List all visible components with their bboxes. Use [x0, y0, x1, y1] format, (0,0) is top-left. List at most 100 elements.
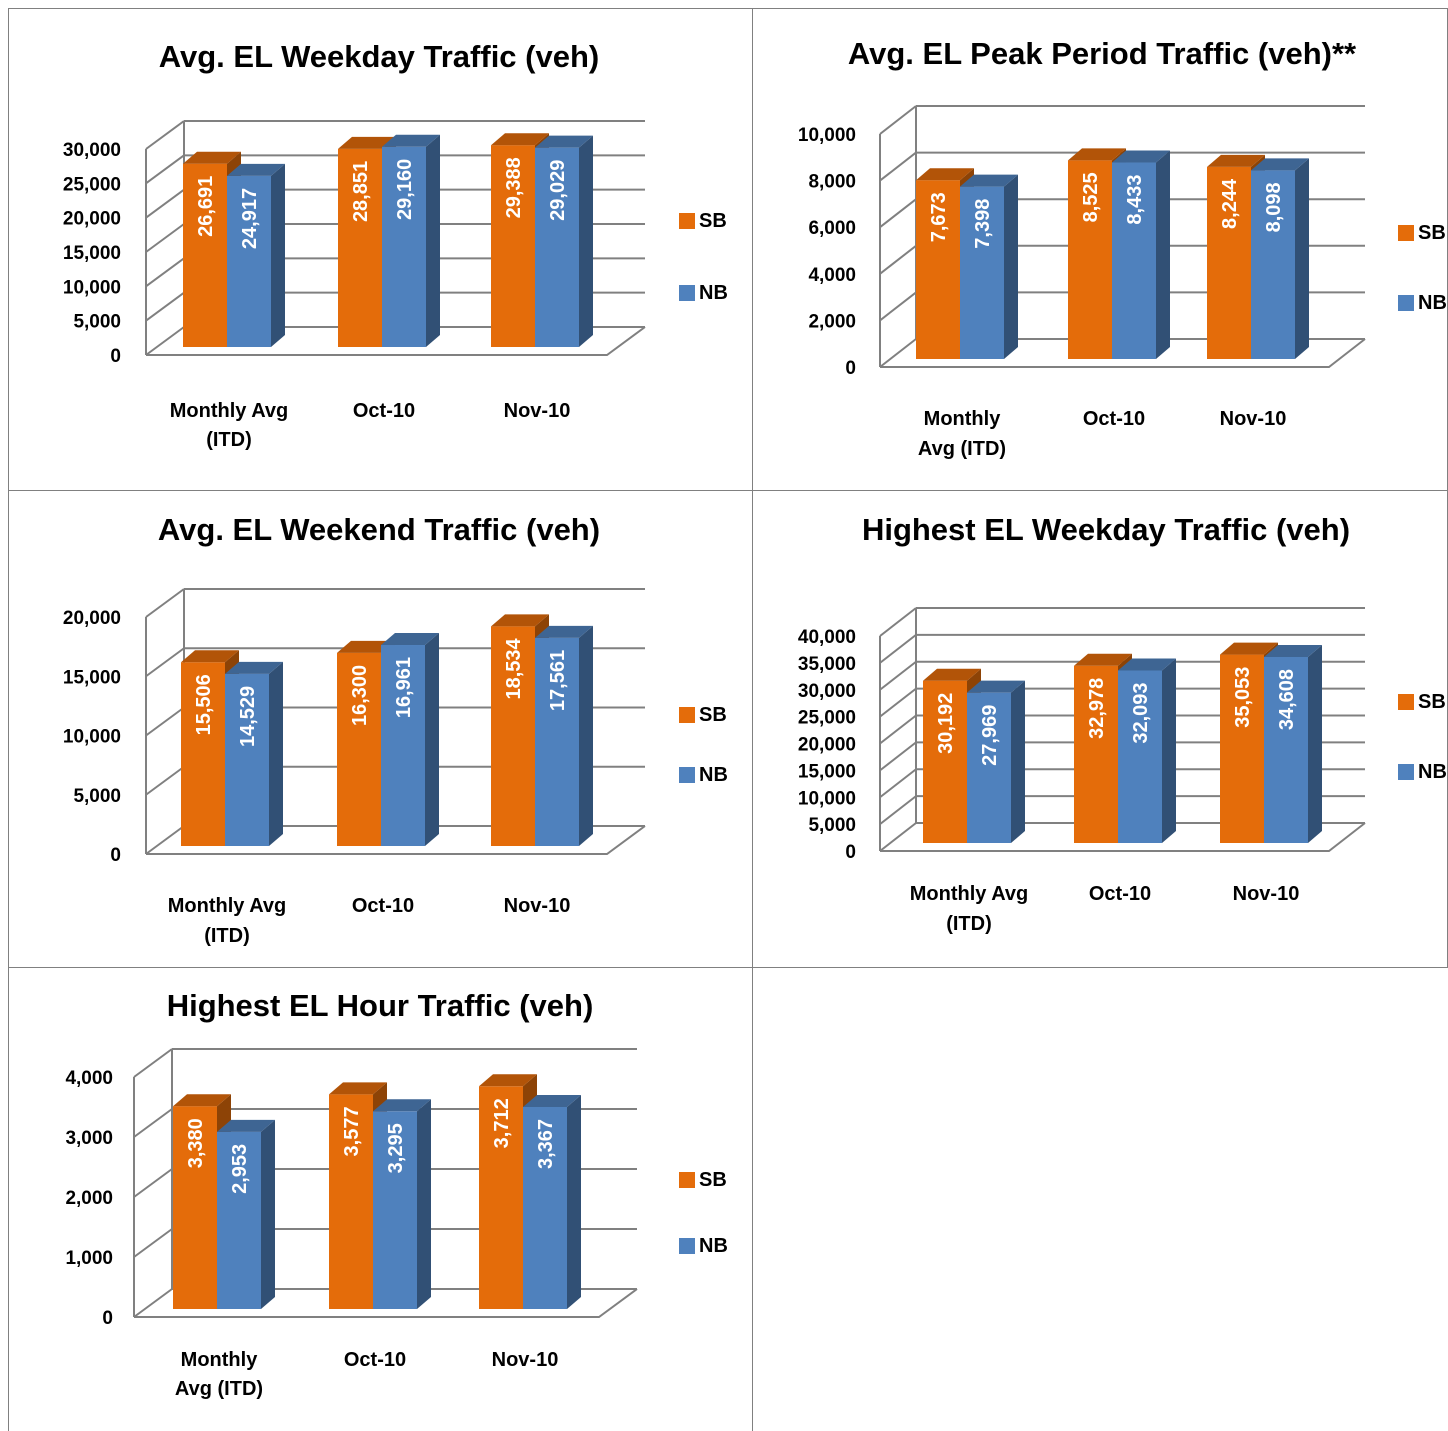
data-label: 8,244	[1219, 178, 1241, 229]
chart-panel-highest-weekday: Highest EL Weekday Traffic (veh) 0 5,000 10…	[752, 490, 1448, 968]
bar-top-nb	[225, 661, 283, 674]
bar-nb	[960, 186, 1004, 359]
gridline-diagonal	[879, 687, 917, 718]
data-label: 8,433	[1124, 175, 1146, 225]
bar-top-nb	[960, 174, 1018, 187]
x-tick-label: Monthly Avg	[170, 400, 289, 422]
gridline-diagonal	[145, 765, 185, 796]
legend-swatch-sb	[1398, 694, 1414, 710]
data-label: 32,978	[1086, 678, 1108, 739]
legend-label-nb: NB	[699, 1235, 728, 1257]
gridline-diagonal	[879, 198, 917, 228]
x-tick-label: Nov-10	[504, 895, 571, 917]
bar-nb	[382, 146, 426, 347]
bar-top-sb	[1220, 642, 1278, 655]
bar-top-sb	[491, 133, 549, 146]
chart-avg-weekend: Avg. EL Weekend Traffic (veh) 0 5,000 10,00…	[63, 512, 728, 947]
bar-top-nb	[381, 633, 439, 646]
gridline-diagonal	[133, 1108, 173, 1138]
data-label: 3,712	[491, 1098, 513, 1148]
bar-sb	[916, 180, 960, 359]
gridline-diagonal	[879, 714, 917, 745]
legend-swatch-nb	[679, 767, 695, 783]
x-tick-label: Avg (ITD)	[918, 438, 1006, 460]
legend-label-sb: SB	[1418, 691, 1446, 713]
x-tick-label: Monthly	[181, 1349, 259, 1371]
y-tick-label: 0	[102, 1308, 113, 1329]
bar-top-sb	[329, 1082, 387, 1095]
chart-panel-highest-hour: Highest EL Hour Traffic (veh) 0 1,000 2,000…	[8, 967, 753, 1431]
gridline-diagonal	[879, 768, 917, 799]
bar-top-nb	[1251, 158, 1309, 171]
bar-top-sb	[1074, 653, 1132, 666]
floor-edge	[880, 338, 1366, 368]
legend-swatch-nb	[1398, 764, 1414, 780]
y-tick-label: 25,000	[798, 708, 856, 729]
bar-top-nb	[523, 1094, 581, 1107]
bar-sb	[479, 1086, 523, 1309]
chart-panel-avg-weekday: Avg. EL Weekday Traffic (veh) 0 5,000 10,00…	[8, 8, 753, 491]
data-label: 8,525	[1080, 172, 1102, 222]
bar-top-sb	[338, 136, 396, 149]
legend-label-nb: NB	[699, 282, 728, 304]
gridline-diagonal	[879, 634, 917, 664]
y-tick-label: 40,000	[798, 627, 856, 648]
gridline-diagonal	[133, 1228, 173, 1258]
y-tick-label: 35,000	[798, 654, 856, 675]
y-tick-label: 4,000	[65, 1068, 113, 1089]
x-tick-label: Avg (ITD)	[175, 1378, 263, 1400]
bar-side-nb	[1308, 644, 1322, 843]
gridline-diagonal	[879, 291, 917, 322]
bar-sb	[1220, 654, 1264, 843]
x-tick-label: (ITD)	[204, 925, 250, 947]
x-tick-label: Nov-10	[504, 400, 571, 422]
y-tick-label: 10,000	[798, 125, 856, 146]
chart-highest-hour: Highest EL Hour Traffic (veh) 0 1,000 2,000…	[65, 988, 728, 1400]
bar-nb	[1264, 656, 1308, 843]
y-tick-label: 25,000	[63, 174, 121, 195]
y-tick-label: 5,000	[808, 815, 856, 836]
x-tick-label: Oct-10	[1083, 408, 1145, 430]
gridline-diagonal	[879, 105, 917, 135]
chart-title: Avg. EL Weekday Traffic (veh)	[159, 39, 599, 74]
data-label: 16,961	[393, 657, 415, 718]
bar-top-sb	[183, 151, 241, 164]
y-tick-label: 0	[845, 358, 856, 379]
legend-swatch-nb	[1398, 295, 1414, 311]
chart-highest-weekday: Highest EL Weekday Traffic (veh) 0 5,000 10…	[798, 512, 1447, 935]
bar-top-nb	[1112, 150, 1170, 163]
legend-label-sb: SB	[699, 1169, 727, 1191]
y-tick-label: 30,000	[798, 681, 856, 702]
gridline-diagonal	[145, 257, 185, 288]
bar-top-sb	[1207, 154, 1265, 167]
bar-sb	[1074, 665, 1118, 843]
y-tick-label: 20,000	[63, 209, 121, 230]
data-label: 27,969	[979, 705, 1001, 766]
gridline-diagonal	[145, 588, 185, 618]
bar-nb	[381, 645, 425, 846]
gridline-diagonal	[133, 1288, 173, 1318]
chart-panel-avg-weekend: Avg. EL Weekend Traffic (veh) 0 5,000 10,00…	[8, 490, 753, 968]
bar-sb	[923, 680, 967, 843]
bar-sb	[491, 145, 535, 347]
data-label: 8,098	[1263, 182, 1285, 232]
gridline-diagonal	[879, 822, 917, 852]
bar-sb	[491, 626, 535, 846]
bar-side-nb	[261, 1119, 275, 1309]
chart-title: Highest EL Hour Traffic (veh)	[167, 988, 594, 1023]
chart-grid: Avg. EL Weekday Traffic (veh) 0 5,000 10,00…	[8, 8, 1448, 1431]
data-label: 3,295	[385, 1123, 407, 1173]
gridline-diagonal	[145, 706, 185, 737]
chart-title: Avg. EL Weekend Traffic (veh)	[158, 512, 600, 547]
y-tick-label: 2,000	[808, 311, 856, 332]
bar-nb	[967, 692, 1011, 843]
data-label: 3,367	[535, 1119, 557, 1169]
bar-top-nb	[1264, 644, 1322, 657]
bar-top-sb	[173, 1094, 231, 1107]
x-tick-label: Oct-10	[353, 400, 415, 422]
bar-sb	[329, 1094, 373, 1309]
gridline-diagonal	[145, 120, 185, 150]
legend-label-nb: NB	[699, 764, 728, 786]
legend-label-sb: SB	[699, 704, 727, 726]
x-tick-label: (ITD)	[206, 429, 252, 451]
